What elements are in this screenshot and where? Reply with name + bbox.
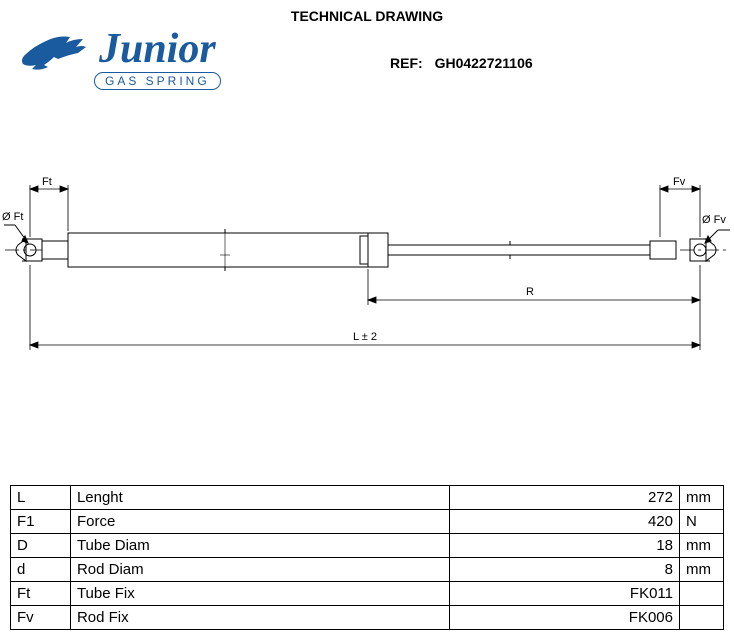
cell-name: Tube Diam <box>70 534 449 558</box>
cell-symbol: Fv <box>11 606 71 630</box>
cell-symbol: F1 <box>11 510 71 534</box>
cell-value: 8 <box>450 558 680 582</box>
cell-symbol: D <box>11 534 71 558</box>
table-row: F1Force420N <box>11 510 724 534</box>
table-row: FtTube FixFK011 <box>11 582 724 606</box>
cell-name: Rod Diam <box>70 558 449 582</box>
cell-unit: mm <box>680 558 724 582</box>
cell-value: FK006 <box>450 606 680 630</box>
label-phi-fv: Ø Fv <box>702 214 726 226</box>
cell-name: Rod Fix <box>70 606 449 630</box>
label-r: R <box>526 286 534 298</box>
cell-value: 18 <box>450 534 680 558</box>
eagle-icon <box>18 29 88 89</box>
cell-name: Lenght <box>70 486 449 510</box>
label-phi-ft: Ø Ft <box>2 211 23 223</box>
label-ft-dim: Ft <box>42 176 52 188</box>
table-row: FvRod FixFK006 <box>11 606 724 630</box>
cell-unit: N <box>680 510 724 534</box>
spec-table-body: LLenght272mmF1Force420NDTube Diam18mmdRo… <box>11 486 724 630</box>
label-l: L ± 2 <box>353 331 377 343</box>
ref-label: REF: <box>390 55 423 71</box>
cell-symbol: L <box>11 486 71 510</box>
header: TECHNICAL DRAWING Junior GAS SPRING REF:… <box>0 0 734 150</box>
cell-unit <box>680 582 724 606</box>
label-fv-dim: Fv <box>673 176 686 188</box>
cell-name: Force <box>70 510 449 534</box>
logo-text: Junior GAS SPRING <box>94 28 221 90</box>
cell-value: FK011 <box>450 582 680 606</box>
cell-unit <box>680 606 724 630</box>
cell-unit: mm <box>680 534 724 558</box>
cell-unit: mm <box>680 486 724 510</box>
spec-table: LLenght272mmF1Force420NDTube Diam18mmdRo… <box>10 485 724 630</box>
table-row: dRod Diam8mm <box>11 558 724 582</box>
brand-logo: Junior GAS SPRING <box>18 28 221 90</box>
logo-sub-text: GAS SPRING <box>94 72 221 90</box>
gas-spring-diagram: Ø Ft Ø Fv <box>0 175 734 375</box>
table-row: LLenght272mm <box>11 486 724 510</box>
cell-symbol: Ft <box>11 582 71 606</box>
reference-line: REF: GH0422721106 <box>390 55 533 71</box>
cell-value: 420 <box>450 510 680 534</box>
cell-value: 272 <box>450 486 680 510</box>
page-title: TECHNICAL DRAWING <box>291 8 443 24</box>
logo-main-text: Junior <box>99 28 216 70</box>
table-row: DTube Diam18mm <box>11 534 724 558</box>
technical-drawing: Ø Ft Ø Fv <box>0 175 734 375</box>
cell-name: Tube Fix <box>70 582 449 606</box>
cell-symbol: d <box>11 558 71 582</box>
ref-value: GH0422721106 <box>435 55 533 71</box>
